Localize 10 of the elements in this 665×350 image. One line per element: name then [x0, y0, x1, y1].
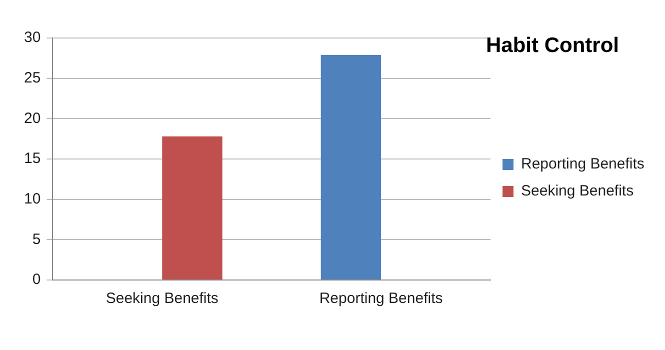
legend-label: Reporting Benefits — [521, 156, 644, 173]
y-tick-label: 20 — [24, 110, 41, 127]
y-tick-label: 5 — [32, 230, 41, 248]
y-tick-label: 10 — [24, 190, 41, 208]
y-tick-label: 0 — [32, 271, 41, 288]
y-tick-label: 30 — [24, 29, 41, 46]
y-tick-label: 15 — [24, 150, 41, 168]
y-tick-label: 25 — [24, 69, 41, 86]
text: Habit Control — [486, 34, 619, 58]
legend-label: Seeking Benefits — [521, 182, 634, 200]
